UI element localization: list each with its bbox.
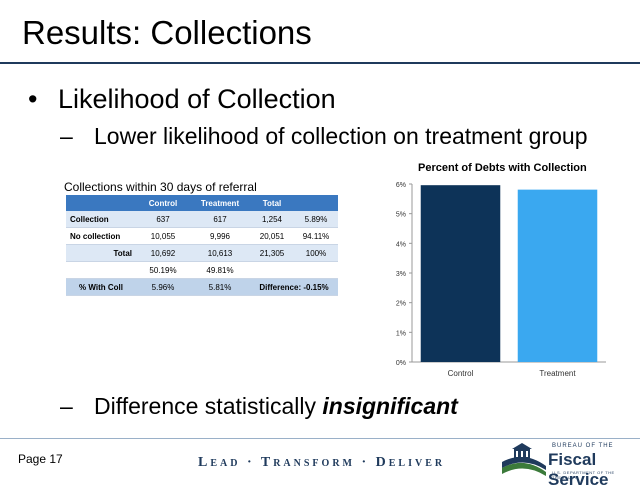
table-row: Collection 637 617 1,254 5.89%	[66, 211, 338, 228]
table-header-row: Control Treatment Total	[66, 195, 338, 211]
row-label: % With Coll	[66, 278, 136, 296]
table-row: 50.19% 49.81%	[66, 261, 338, 279]
title-divider	[0, 62, 640, 64]
table-cell: 5.96%	[136, 278, 190, 296]
table-cell: 100%	[294, 244, 338, 262]
table-cell: 10,692	[136, 244, 190, 262]
table-cell: 5.89%	[294, 211, 338, 228]
table-footer-row: % With Coll 5.96% 5.81% Difference: -0.1…	[66, 278, 338, 296]
table-title: Collections within 30 days of referral	[64, 180, 257, 194]
page-number: Page 17	[18, 452, 63, 466]
table-cell: 10,613	[190, 244, 250, 262]
emphasis-text: insignificant	[322, 393, 458, 419]
bullet-text: Likelihood of Collection	[58, 84, 336, 114]
bullet-likelihood: • Likelihood of Collection	[28, 84, 336, 115]
table-cell: 637	[136, 211, 190, 228]
header-cell: Control	[136, 195, 190, 211]
bar-treatment	[517, 189, 598, 362]
table-cell: 50.19%	[136, 261, 190, 279]
slide-title: Results: Collections	[22, 14, 312, 51]
table-cell: 617	[190, 211, 250, 228]
sub-bullet-lower-likelihood: – Lower likelihood of collection on treat…	[60, 123, 588, 150]
y-tick-label: 4%	[396, 241, 406, 248]
logo-dept-text: U.S. DEPARTMENT OF THE TREASURY	[552, 470, 615, 480]
row-label: No collection	[66, 227, 136, 245]
bar-chart: 0% 1% 2% 3% 4% 5% 6% Control Treatment	[396, 182, 606, 378]
collections-table: Control Treatment Total Collection 637 6…	[66, 195, 338, 296]
table-cell: 1,254	[250, 211, 294, 228]
fiscal-service-logo: BUREAU OF THE Fiscal Service U.S. DEPART…	[500, 442, 628, 489]
x-tick-label: Treatment	[539, 369, 576, 378]
logo-bureau-text: BUREAU OF THE	[552, 443, 614, 449]
chart-title: Percent of Debts with Collection	[418, 162, 587, 174]
row-label	[66, 261, 136, 279]
header-cell	[66, 195, 136, 211]
header-cell: Treatment	[190, 195, 250, 211]
treasury-building-icon	[502, 443, 546, 476]
dash-marker: –	[60, 393, 73, 419]
difference-cell: Difference: -0.15%	[250, 278, 338, 296]
table-row: Total 10,692 10,613 21,305 100%	[66, 244, 338, 262]
sub-bullet-difference: – Difference statistically insignificant	[60, 393, 458, 420]
header-cell	[294, 195, 338, 211]
y-tick-label: 0%	[396, 360, 406, 367]
table-cell: 5.81%	[190, 278, 250, 296]
table-cell: 21,305	[250, 244, 294, 262]
dash-marker: –	[60, 123, 73, 149]
row-label: Total	[66, 244, 136, 262]
bullet-marker: •	[28, 84, 38, 114]
table-cell: 9,996	[190, 227, 250, 245]
y-tick-label: 2%	[396, 301, 406, 308]
y-tick-label: 5%	[396, 212, 406, 219]
table-cell	[294, 261, 338, 279]
y-tick-label: 3%	[396, 271, 406, 278]
tagline: Lead · Transform · Deliver	[198, 455, 446, 470]
sub-bullet-text: Difference statistically	[94, 393, 323, 419]
y-tick-label: 1%	[396, 330, 406, 337]
table-cell: 10,055	[136, 227, 190, 245]
table-cell	[250, 261, 294, 279]
x-tick-label: Control	[448, 369, 474, 378]
table-cell: 20,051	[250, 227, 294, 245]
table-row: No collection 10,055 9,996 20,051 94.11%	[66, 227, 338, 245]
bar-control	[420, 185, 501, 362]
header-cell: Total	[250, 195, 294, 211]
sub-bullet-text: Lower likelihood of collection on treatm…	[94, 123, 588, 149]
row-label: Collection	[66, 211, 136, 228]
table-cell: 49.81%	[190, 261, 250, 279]
table-cell: 94.11%	[294, 227, 338, 245]
footer-divider	[0, 438, 640, 439]
y-tick-label: 6%	[396, 182, 406, 189]
